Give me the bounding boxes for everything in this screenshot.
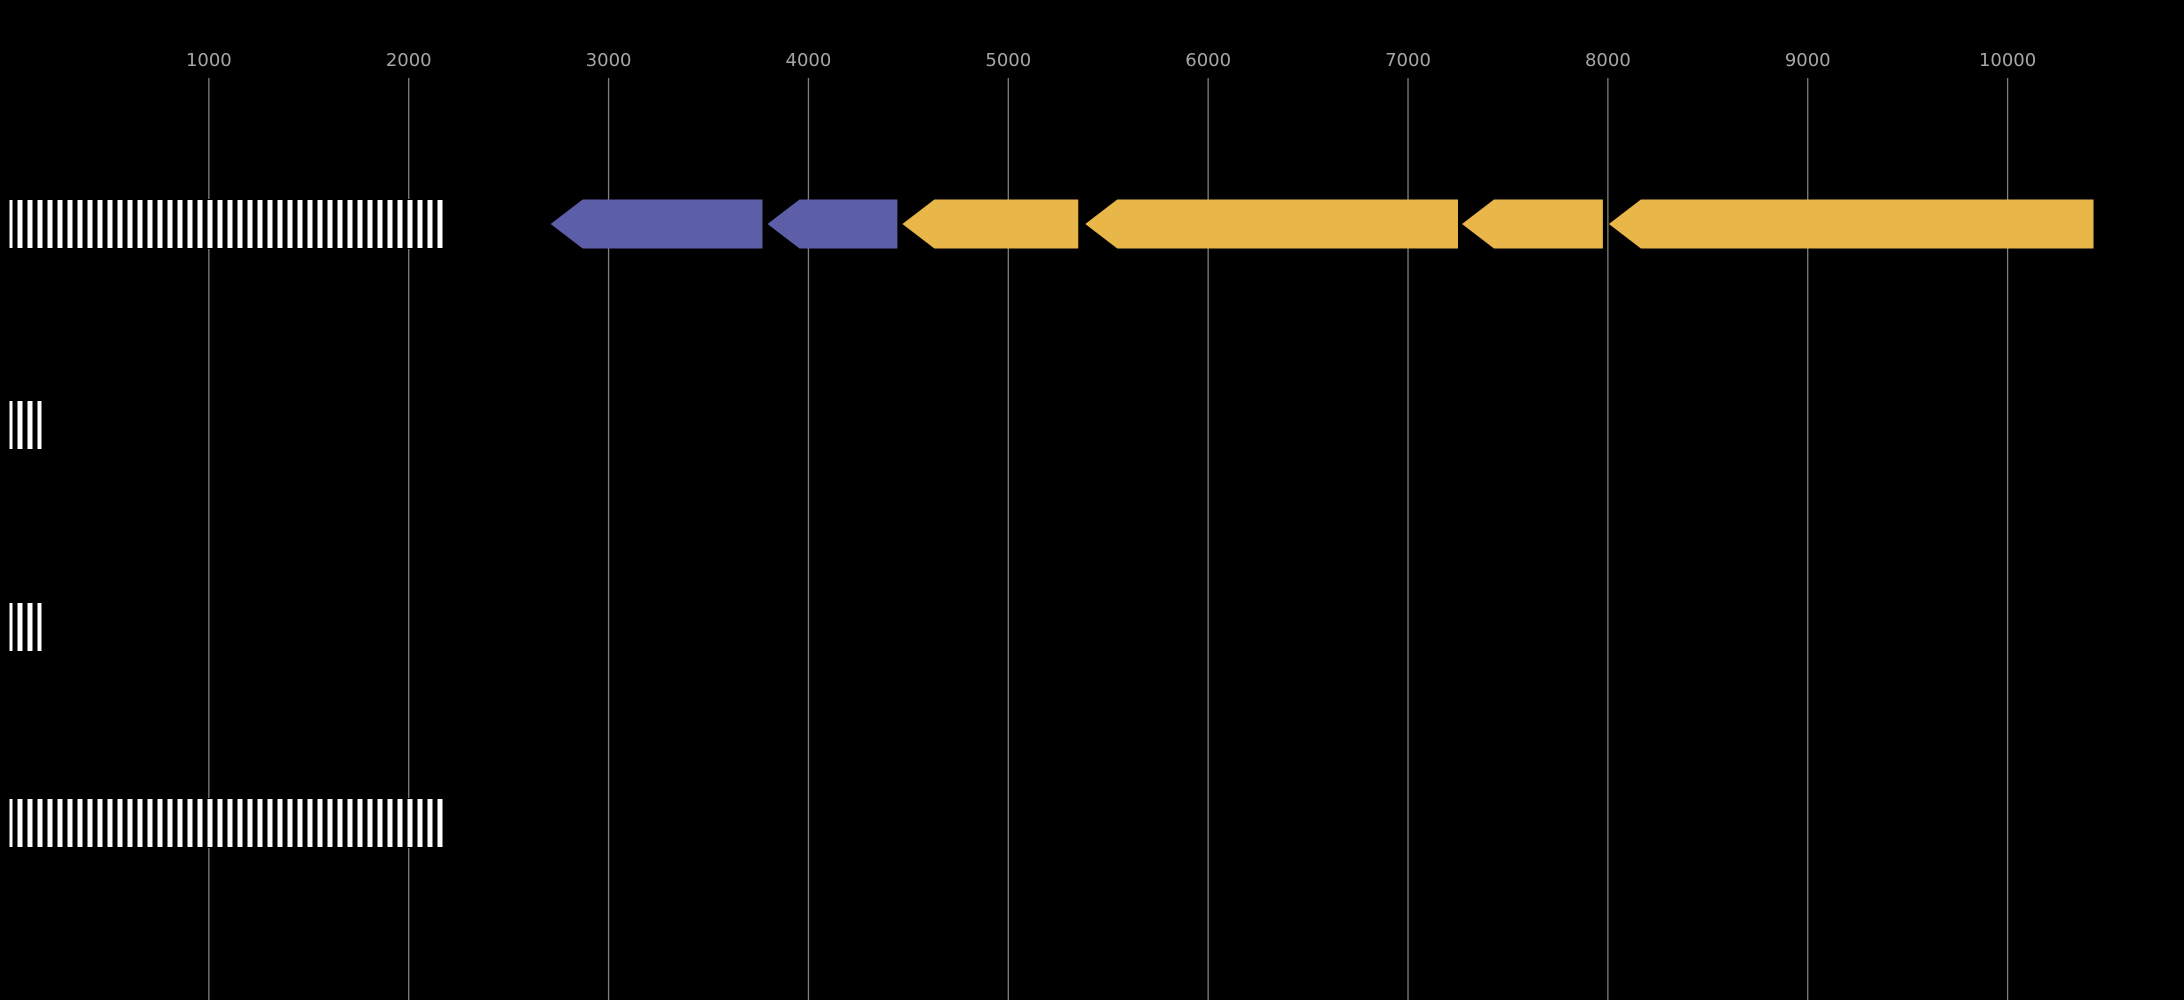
- axis-tick-label: 2000: [386, 50, 432, 71]
- gene-arrow: [550, 199, 763, 249]
- axis-tick-labels: 1000 2000 3000 4000 5000 6000 7000 8000 9000 1000…: [186, 50, 2036, 71]
- track-2: [8, 400, 43, 450]
- gene-arrow: [1608, 199, 2094, 249]
- hatched-box: [8, 798, 447, 848]
- axis-tick-label: 1000: [186, 50, 232, 71]
- hatched-box: [8, 400, 43, 450]
- axis-tick-label: 4000: [786, 50, 832, 71]
- gene-arrow: [1461, 199, 1603, 249]
- gene-arrow: [1085, 199, 1458, 249]
- axis-tick-label: 8000: [1585, 50, 1631, 71]
- track-3: [8, 602, 43, 652]
- axis-tick-label: 10000: [1979, 50, 2036, 71]
- track-layer: [8, 199, 2094, 848]
- hatched-box: [8, 199, 447, 249]
- axis-tick-label: 5000: [985, 50, 1031, 71]
- gene-arrow: [767, 199, 898, 249]
- axis-tick-label: 9000: [1785, 50, 1831, 71]
- hatched-box: [8, 602, 43, 652]
- gene-arrow: [902, 199, 1079, 249]
- axis-tick-label: 3000: [586, 50, 632, 71]
- axis-tick-label: 7000: [1385, 50, 1431, 71]
- track-1: [8, 199, 2094, 249]
- track-4: [8, 798, 447, 848]
- axis-tick-label: 6000: [1185, 50, 1231, 71]
